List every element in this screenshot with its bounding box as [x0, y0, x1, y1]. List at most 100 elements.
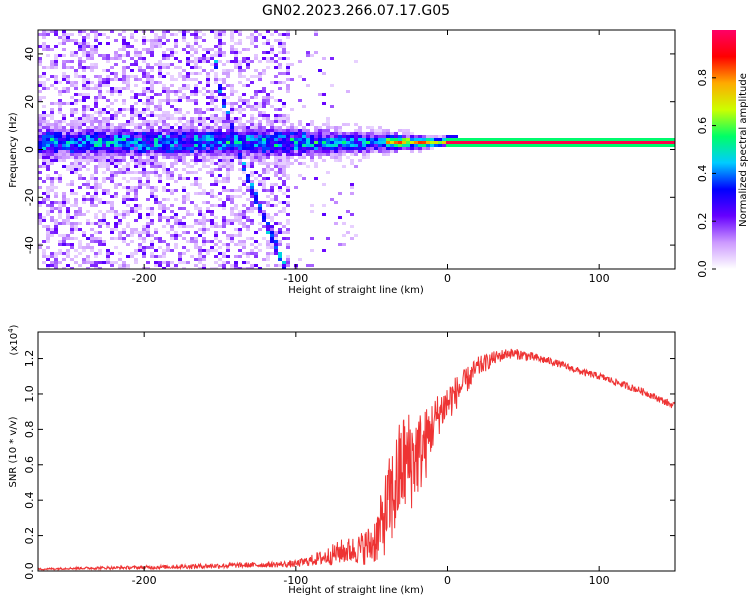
spectrogram-cell	[122, 45, 126, 48]
spectrogram-cell	[114, 129, 118, 132]
spectrogram-cell	[286, 153, 290, 156]
spectrogram-cell	[282, 33, 286, 36]
spectrogram-cell	[182, 156, 186, 159]
spectrogram-cell	[70, 66, 74, 69]
spectrogram-cell	[186, 162, 190, 165]
spectrogram-cell	[670, 138, 674, 141]
spectrogram-cell	[482, 144, 486, 147]
spectrogram-cell	[418, 135, 422, 138]
spectrogram-cell	[202, 249, 206, 252]
spectrogram-cell	[250, 141, 254, 144]
spectrogram-cell	[226, 123, 230, 126]
spectrogram-cell	[286, 255, 290, 258]
spectrogram-cell	[230, 84, 234, 87]
spectrogram-cell	[42, 126, 46, 129]
spectrogram-cell	[270, 225, 274, 228]
spectrogram-cell	[246, 60, 250, 63]
spectrogram-cell	[266, 93, 270, 96]
spectrogram-cell	[226, 243, 230, 246]
spectrogram-cell	[262, 156, 266, 159]
spectrogram-cell	[382, 141, 386, 144]
spectrogram-cell	[54, 255, 58, 258]
spectrogram-cell	[242, 108, 246, 111]
spectrogram-cell	[246, 135, 250, 138]
spectrogram-cell	[202, 219, 206, 222]
spectrogram-cell	[106, 42, 110, 45]
spectrogram-cell	[42, 162, 46, 165]
spectrogram-cell	[166, 261, 170, 264]
spectrogram-cell	[94, 141, 98, 144]
spectrogram-cell	[258, 153, 262, 156]
spectrogram-cell	[54, 261, 58, 264]
spectrogram-cell	[38, 219, 42, 222]
spectrogram-cell	[70, 81, 74, 84]
spectrogram-cell	[90, 51, 94, 54]
spectrogram-cell	[90, 132, 94, 135]
spectrogram-cell	[94, 159, 98, 162]
spectrogram-cell	[106, 249, 110, 252]
figure-title: GN02.2023.266.07.17.G05	[262, 3, 450, 19]
spectrogram-cell	[106, 147, 110, 150]
spectrogram-cell	[82, 96, 86, 99]
spectrogram-cell	[86, 261, 90, 264]
spectrogram-cell	[86, 51, 90, 54]
spectrogram-cell	[334, 201, 338, 204]
spectrogram-cell	[230, 201, 234, 204]
spectrogram-cell	[94, 147, 98, 150]
spectrogram-cell	[122, 126, 126, 129]
spectrogram-cell	[146, 102, 150, 105]
spectrogram-cell	[282, 51, 286, 54]
spectrogram-cell	[54, 126, 58, 129]
spectrogram-cell	[38, 99, 42, 102]
spectrogram-cell	[134, 60, 138, 63]
snr-x-tick-label: -100	[283, 574, 308, 587]
spectrogram-cell	[102, 141, 106, 144]
spectrogram-cell	[242, 192, 246, 195]
spectrogram-cell	[122, 123, 126, 126]
spectrogram-cell	[226, 84, 230, 87]
spectrogram-cell	[294, 141, 298, 144]
spectrogram-cell	[250, 96, 254, 99]
spectrogram-cell	[270, 216, 274, 219]
spectrogram-cell	[126, 225, 130, 228]
spectrogram-cell	[162, 252, 166, 255]
spectrogram-cell	[382, 132, 386, 135]
spectrogram-cell	[122, 129, 126, 132]
spectrogram-cell	[162, 126, 166, 129]
spectrogram-cell	[138, 207, 142, 210]
spectrogram-cell	[182, 96, 186, 99]
spectrogram-cell	[98, 126, 102, 129]
spectrogram-cell	[350, 141, 354, 144]
spectrogram-cell	[98, 156, 102, 159]
spectrogram-cell	[246, 120, 250, 123]
spectrogram-cell	[670, 141, 674, 144]
spectrogram-cell	[86, 135, 90, 138]
spectrogram-cell	[130, 207, 134, 210]
spectrogram-cell	[286, 87, 290, 90]
spectrogram-cell	[206, 138, 210, 141]
spectrogram-cell	[102, 222, 106, 225]
spectrogram-cell	[50, 219, 54, 222]
spectrogram-cell	[222, 72, 226, 75]
spectrogram-cell	[238, 186, 242, 189]
spectrogram-cell	[218, 165, 222, 168]
spectrogram-cell	[50, 150, 54, 153]
spectrogram-cell	[266, 96, 270, 99]
spectrogram-cell	[146, 126, 150, 129]
spectrogram-cell	[106, 189, 110, 192]
spectrogram-cell	[198, 141, 202, 144]
spectrogram-cell	[50, 108, 54, 111]
spectrogram-cell	[170, 63, 174, 66]
spectrogram-cell	[210, 267, 214, 269]
spectrogram-cell	[218, 87, 222, 90]
snr-y-axis-label: SNR (10 * v/v)	[8, 416, 19, 487]
spectrogram-cell	[130, 150, 134, 153]
spectrogram-cell	[102, 33, 106, 36]
spectrogram-cell	[138, 177, 142, 180]
spectrogram-cell	[138, 213, 142, 216]
spectrogram-cell	[114, 126, 118, 129]
spectrogram-cell	[206, 159, 210, 162]
spectrogram-cell	[242, 162, 246, 165]
spectrogram-cell	[210, 204, 214, 207]
spectrogram-cell	[278, 153, 282, 156]
